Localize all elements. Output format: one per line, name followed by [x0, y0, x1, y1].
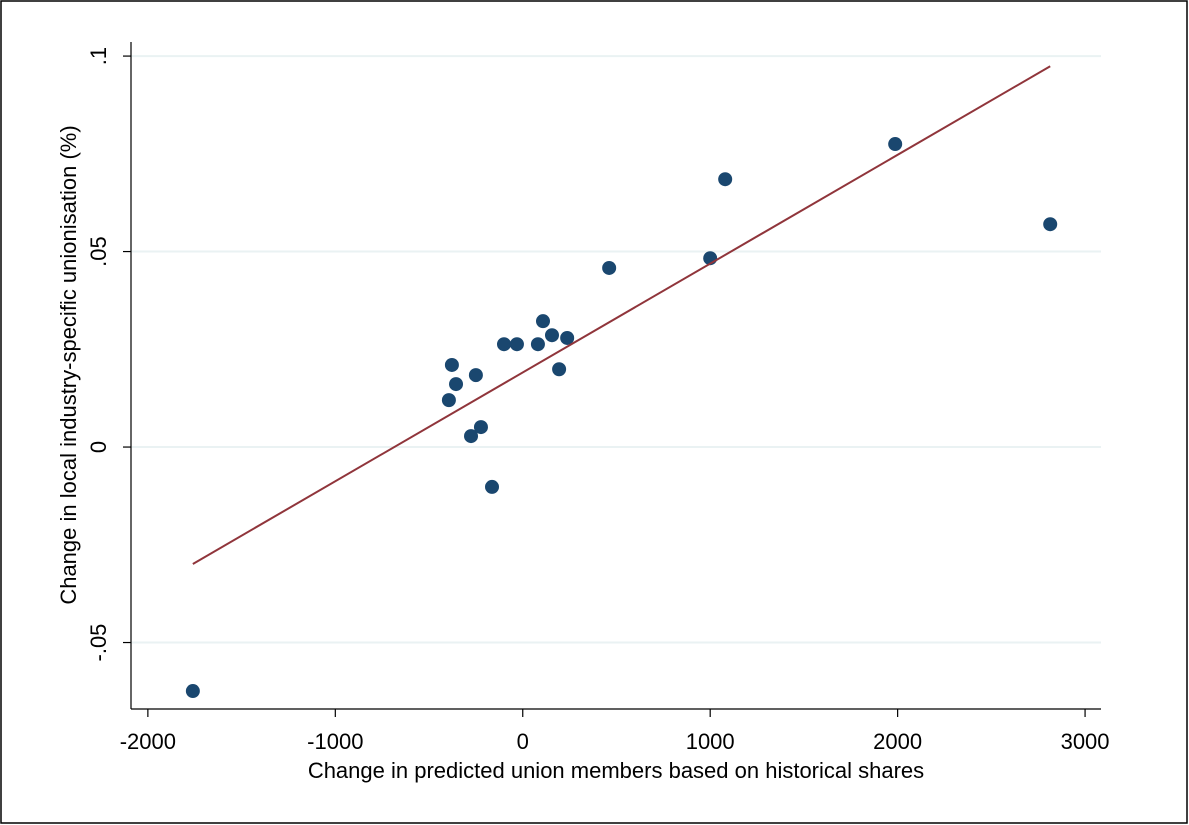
- point: [552, 362, 567, 377]
- y-tick-label: -.05: [86, 624, 111, 662]
- point: [468, 368, 483, 383]
- point: [888, 137, 903, 152]
- x-tick-label: 3000: [1061, 729, 1110, 754]
- y-tick-label: .1: [86, 47, 111, 65]
- x-tick-label: -1000: [307, 729, 363, 754]
- point: [560, 330, 575, 345]
- x-axis-title: Change in predicted union members based …: [308, 758, 924, 783]
- point: [464, 429, 479, 444]
- point: [444, 357, 459, 372]
- x-tick-label: 2000: [873, 729, 922, 754]
- point: [718, 172, 733, 187]
- point: [497, 337, 512, 352]
- point: [473, 420, 488, 435]
- grid: [131, 55, 1101, 644]
- point: [449, 377, 464, 392]
- x-tick-label: 1000: [686, 729, 735, 754]
- point: [535, 314, 550, 329]
- point: [530, 337, 545, 352]
- x-tick-label: 0: [517, 729, 529, 754]
- x-tick-label: -2000: [120, 729, 176, 754]
- point: [441, 393, 456, 408]
- y-axis-title: Change in local industry-specific unioni…: [56, 125, 81, 604]
- point: [544, 328, 559, 343]
- y-tick-label: 0: [86, 441, 111, 453]
- point: [602, 260, 617, 275]
- point: [509, 337, 524, 352]
- point: [485, 479, 500, 494]
- point: [1043, 217, 1058, 232]
- point: [185, 684, 200, 699]
- fit-line: [192, 65, 1051, 565]
- y-tick-label: .05: [86, 236, 111, 267]
